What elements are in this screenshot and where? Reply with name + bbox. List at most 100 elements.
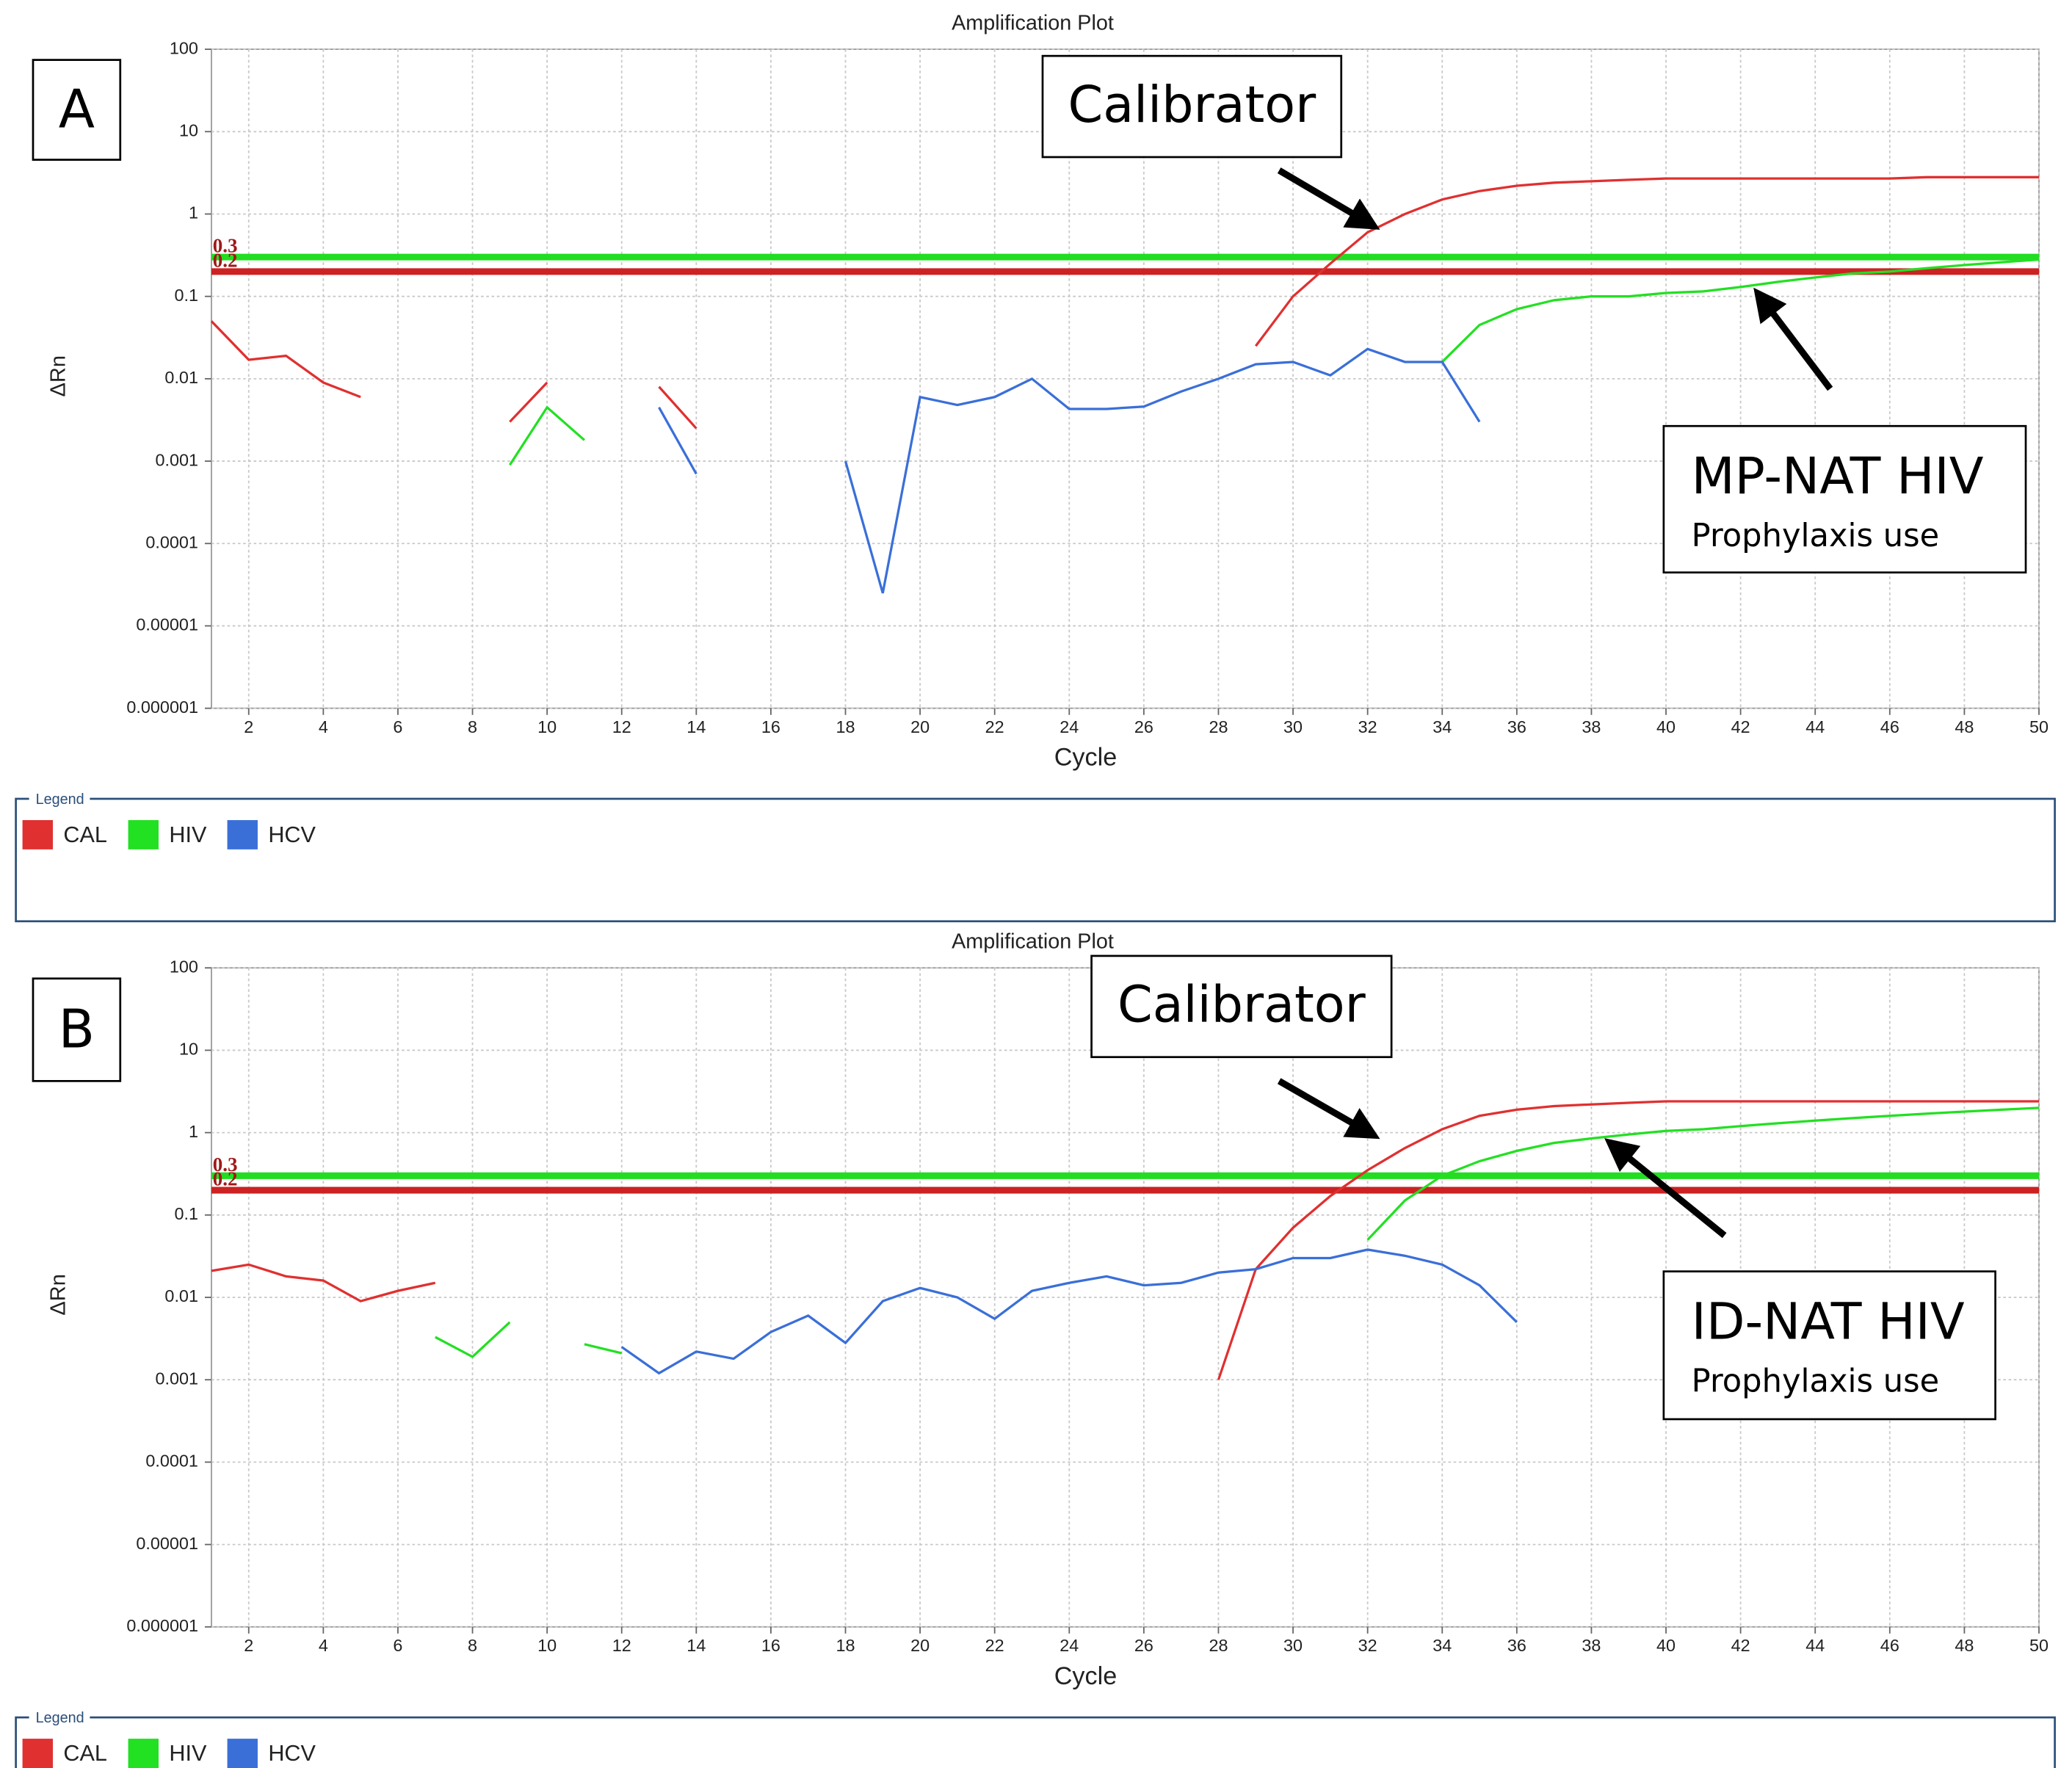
x-tick-label: 4 (319, 1636, 328, 1655)
legend-swatch (227, 1739, 258, 1768)
legend-label: HIV (169, 1740, 207, 1766)
x-tick-label: 40 (1656, 717, 1676, 736)
x-tick-label: 6 (393, 1636, 402, 1655)
y-tick-label: 0.0001 (145, 1452, 198, 1471)
x-tick-label: 50 (2029, 1636, 2049, 1655)
legend-swatch (128, 819, 159, 849)
legend-label: CAL (63, 1740, 107, 1766)
y-tick-label: 0.1 (174, 286, 198, 305)
threshold-label: 0.3 (213, 235, 238, 257)
y-tick-label: 0.01 (164, 1286, 198, 1305)
x-axis-label: Cycle (1054, 744, 1117, 772)
x-tick-label: 10 (537, 717, 557, 736)
x-tick-label: 42 (1731, 717, 1750, 736)
legend-title-bg (29, 791, 90, 807)
x-axis-label: Cycle (1054, 1662, 1117, 1690)
sample-arrow (1604, 1138, 1727, 1239)
y-tick-label: 100 (170, 957, 198, 976)
x-tick-label: 8 (468, 717, 477, 736)
series-line (210, 175, 2040, 430)
sample-box (1662, 1270, 1996, 1421)
sample-box (1662, 424, 2027, 574)
callout-box (1090, 954, 1393, 1059)
x-tick-label: 28 (1209, 717, 1228, 736)
sample-label: MP-NAT HIV (1692, 447, 1984, 506)
panel-label-box (32, 977, 122, 1082)
x-tick-label: 2 (244, 717, 253, 736)
panel-label-box (32, 59, 122, 161)
x-tick-label: 18 (836, 717, 855, 736)
legend-swatch (227, 819, 258, 849)
panel-label: A (59, 79, 95, 140)
x-tick-label: 34 (1432, 717, 1452, 736)
x-tick-label: 48 (1955, 1636, 1974, 1655)
sample-label: ID-NAT HIV (1692, 1292, 1965, 1351)
y-axis-label: ΔRn (47, 355, 70, 396)
legend-frame (15, 797, 2056, 923)
legend-swatch (128, 1739, 159, 1768)
x-tick-label: 16 (761, 1636, 780, 1655)
legend-label: CAL (63, 822, 107, 847)
x-tick-label: 28 (1209, 1636, 1228, 1655)
x-tick-label: 32 (1358, 1636, 1377, 1655)
sample-note: Prophylaxis use (1692, 1363, 1940, 1399)
legend-frame (15, 1716, 2056, 1768)
y-tick-label: 0.001 (155, 1369, 198, 1388)
x-tick-label: 46 (1880, 1636, 1899, 1655)
legend-title: Legend (36, 791, 84, 808)
callout-arrow (1277, 1078, 1380, 1140)
series-line (620, 1248, 1518, 1375)
x-tick-label: 26 (1134, 717, 1153, 736)
x-tick-label: 44 (1805, 1636, 1825, 1655)
x-tick-label: 36 (1507, 1636, 1526, 1655)
x-tick-label: 2 (244, 1636, 253, 1655)
x-tick-label: 38 (1582, 1636, 1601, 1655)
chart-title: Amplification Plot (952, 930, 1114, 953)
x-tick-label: 12 (612, 717, 631, 736)
y-tick-label: 0.000001 (126, 698, 198, 717)
threshold-label: 0.2 (213, 1168, 238, 1190)
y-tick-label: 0.00001 (136, 1534, 198, 1553)
x-tick-label: 8 (468, 1636, 477, 1655)
legend-label: HIV (169, 822, 207, 847)
y-tick-label: 0.000001 (126, 1616, 198, 1635)
legend-swatch (22, 819, 53, 849)
y-tick-label: 100 (170, 38, 198, 57)
x-tick-label: 36 (1507, 717, 1526, 736)
series-line (658, 347, 1481, 594)
x-tick-label: 6 (393, 717, 402, 736)
x-tick-label: 30 (1283, 717, 1303, 736)
legend-label: HCV (268, 822, 316, 847)
x-tick-label: 24 (1059, 1636, 1079, 1655)
y-axis-label: ΔRn (47, 1274, 70, 1315)
x-tick-label: 22 (985, 1636, 1004, 1655)
x-tick-label: 20 (910, 1636, 930, 1655)
series-line (211, 1100, 2040, 1380)
x-tick-label: 38 (1582, 717, 1601, 736)
legend-title-bg (29, 1709, 90, 1725)
y-tick-label: 10 (179, 1040, 198, 1059)
x-tick-label: 4 (319, 717, 328, 736)
series-line (508, 258, 2040, 466)
threshold-label: 0.3 (213, 1153, 238, 1175)
x-tick-label: 14 (687, 1636, 706, 1655)
x-tick-label: 46 (1880, 717, 1899, 736)
callout-box (1041, 54, 1343, 159)
threshold-label: 0.2 (213, 249, 238, 271)
x-tick-label: 40 (1656, 1636, 1676, 1655)
x-tick-label: 32 (1358, 717, 1377, 736)
x-tick-label: 48 (1955, 717, 1974, 736)
legend-title: Legend (36, 1710, 84, 1726)
series-line (434, 1106, 2040, 1358)
y-tick-label: 10 (179, 120, 198, 140)
x-tick-label: 50 (2029, 717, 2049, 736)
x-tick-label: 12 (612, 1636, 631, 1655)
x-tick-label: 18 (836, 1636, 855, 1655)
callout-arrow (1277, 167, 1380, 230)
callout-text: Calibrator (1068, 76, 1316, 134)
x-tick-label: 22 (985, 717, 1004, 736)
callout-text: Calibrator (1117, 975, 1366, 1034)
x-tick-label: 30 (1283, 1636, 1303, 1655)
